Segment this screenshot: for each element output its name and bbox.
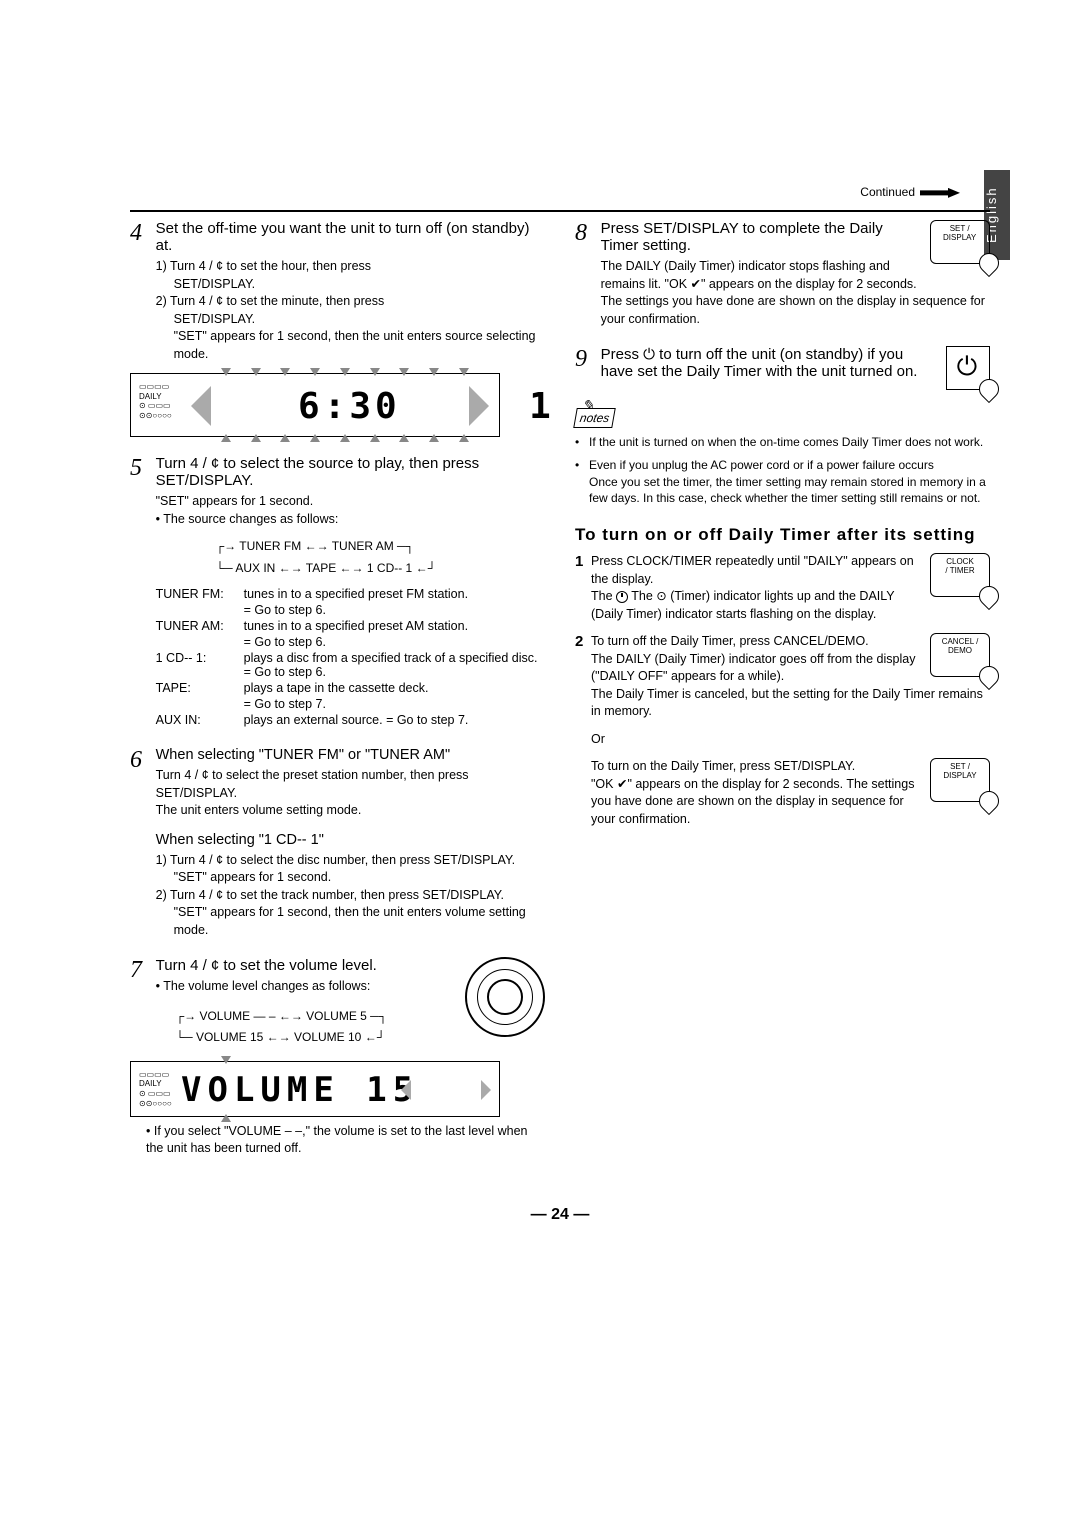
- continued-label: Continued: [860, 185, 960, 199]
- volume-dial-icon: [465, 957, 545, 1037]
- step6-l4a: 2) Turn 4 / ¢ to set the track number, t…: [156, 887, 545, 905]
- display-indicators: ▭▭▭▭ DAILY ⊙ ▭▭▭ ⊙⊙○○○○: [139, 382, 172, 420]
- set-display-button-icon: SET / DISPLAY: [930, 758, 990, 802]
- notes-icon: notes: [573, 408, 616, 428]
- step-9: 9 Press ⏻ to turn off the unit (on stand…: [575, 346, 990, 390]
- note-item: If the unit is turned on when the on-tim…: [575, 434, 990, 451]
- step-7: 7 Turn 4 / ¢ to set the volume level. • …: [130, 957, 545, 1158]
- step4-line2b: SET/DISPLAY.: [174, 311, 545, 329]
- step4-line2a: 2) Turn 4 / ¢ to set the minute, then pr…: [156, 293, 545, 311]
- step-number: 5: [130, 455, 152, 482]
- step7-l1: • The volume level changes as follows:: [156, 978, 455, 996]
- list-number: 1: [575, 553, 591, 623]
- display-off-time: ▭▭▭▭ DAILY ⊙ ▭▭▭ ⊙⊙○○○○ 6:30 1: [130, 373, 500, 437]
- step-heading: Press ⏻ to turn off the unit (on standby…: [601, 346, 990, 380]
- cancel-demo-button-icon: CANCEL / DEMO: [930, 633, 990, 677]
- step4-line1b: SET/DISPLAY.: [174, 276, 545, 294]
- button-label: CANCEL / DEMO: [931, 634, 989, 656]
- vol-flow2: VOLUME 15 ←→ VOLUME 10: [196, 1030, 361, 1044]
- step-heading: Set the off-time you want the unit to tu…: [156, 220, 545, 254]
- step5-l2: • The source changes as follows:: [156, 511, 545, 529]
- step-number: 6: [130, 747, 152, 774]
- step6-head2: When selecting "1 CD-- 1": [156, 832, 545, 848]
- display-text: VOLUME 15: [181, 1070, 419, 1110]
- display-text: 6:30 1: [221, 386, 555, 427]
- step-number: 9: [575, 346, 597, 373]
- power-button-icon: [946, 346, 990, 390]
- step-heading: Turn 4 / ¢ to set the volume level.: [156, 957, 455, 974]
- flow-row2: AUX IN ←→ TAPE ←→ 1 CD-- 1: [235, 561, 412, 575]
- set-display-button-icon: SET / DISPLAY: [930, 220, 990, 264]
- button-label: SET / DISPLAY: [931, 221, 989, 243]
- step-6: 6 When selecting "TUNER FM" or "TUNER AM…: [130, 747, 545, 939]
- step-5: 5 Turn 4 / ¢ to select the source to pla…: [130, 455, 545, 729]
- t2-c: The Daily Timer is canceled, but the set…: [591, 686, 990, 721]
- clock-timer-button-icon: CLOCK / TIMER: [930, 553, 990, 597]
- vol-flow1: VOLUME — – ←→ VOLUME 5: [199, 1009, 366, 1023]
- timer-icon: [616, 591, 628, 603]
- left-column: 4 Set the off-time you want the unit to …: [130, 220, 545, 1176]
- step6-head1: When selecting "TUNER FM" or "TUNER AM": [156, 747, 545, 763]
- top-rule: [130, 210, 990, 212]
- list-number: 2: [575, 633, 591, 828]
- source-flow: ┌→ TUNER FM ←→ TUNER AM ─┐ └─ AUX IN ←→ …: [216, 536, 545, 579]
- step-4: 4 Set the off-time you want the unit to …: [130, 220, 545, 437]
- step6-l4b: "SET" appears for 1 second, then the uni…: [174, 904, 545, 939]
- note-item: Even if you unplug the AC power cord or …: [575, 457, 990, 507]
- step-8: 8 SET / DISPLAY Press SET/DISPLAY to com…: [575, 220, 990, 328]
- display-volume: ▭▭▭▭ DAILY ⊙ ▭▭▭ ⊙⊙○○○○ VOLUME 15: [130, 1061, 500, 1117]
- page-number: — 24 —: [130, 1206, 990, 1224]
- step7-note: • If you select "VOLUME – –," the volume…: [146, 1123, 545, 1158]
- step-number: 7: [130, 957, 152, 984]
- step4-line2c: "SET" appears for 1 second, then the uni…: [174, 328, 545, 363]
- step8-l2: The settings you have done are shown on …: [601, 293, 990, 328]
- subsection-heading: To turn on or off Daily Timer after its …: [575, 525, 990, 545]
- or-label: Or: [591, 731, 990, 749]
- step6-l1: Turn 4 / ¢ to select the preset station …: [156, 767, 545, 802]
- source-definitions: TUNER FM:tunes in to a specified preset …: [156, 587, 545, 727]
- step6-l2: The unit enters volume setting mode.: [156, 802, 545, 820]
- button-label: CLOCK / TIMER: [931, 554, 989, 576]
- volume-flow: ┌→ VOLUME — – ←→ VOLUME 5 ─┐ └─ VOLUME 1…: [176, 1006, 455, 1049]
- step4-line1a: 1) Turn 4 / ¢ to set the hour, then pres…: [156, 258, 545, 276]
- display-indicators: ▭▭▭▭ DAILY ⊙ ▭▭▭ ⊙⊙○○○○: [139, 1070, 172, 1108]
- button-label: SET / DISPLAY: [931, 759, 989, 781]
- step-number: 8: [575, 220, 597, 247]
- step6-l3b: "SET" appears for 1 second.: [174, 869, 545, 887]
- page: Continued English 4 Set the off-time you…: [0, 0, 1080, 1284]
- right-column: 8 SET / DISPLAY Press SET/DISPLAY to com…: [575, 220, 990, 1176]
- step6-l3a: 1) Turn 4 / ¢ to select the disc number,…: [156, 852, 545, 870]
- step5-l1: "SET" appears for 1 second.: [156, 493, 545, 511]
- flow-row1: TUNER FM ←→ TUNER AM: [239, 539, 393, 553]
- step-heading: Turn 4 / ¢ to select the source to play,…: [156, 455, 545, 489]
- timer-toggle-steps: 1 CLOCK / TIMER Press CLOCK/TIMER repeat…: [575, 553, 990, 828]
- step-number: 4: [130, 220, 152, 247]
- notes-block: notes If the unit is turned on when the …: [575, 408, 990, 507]
